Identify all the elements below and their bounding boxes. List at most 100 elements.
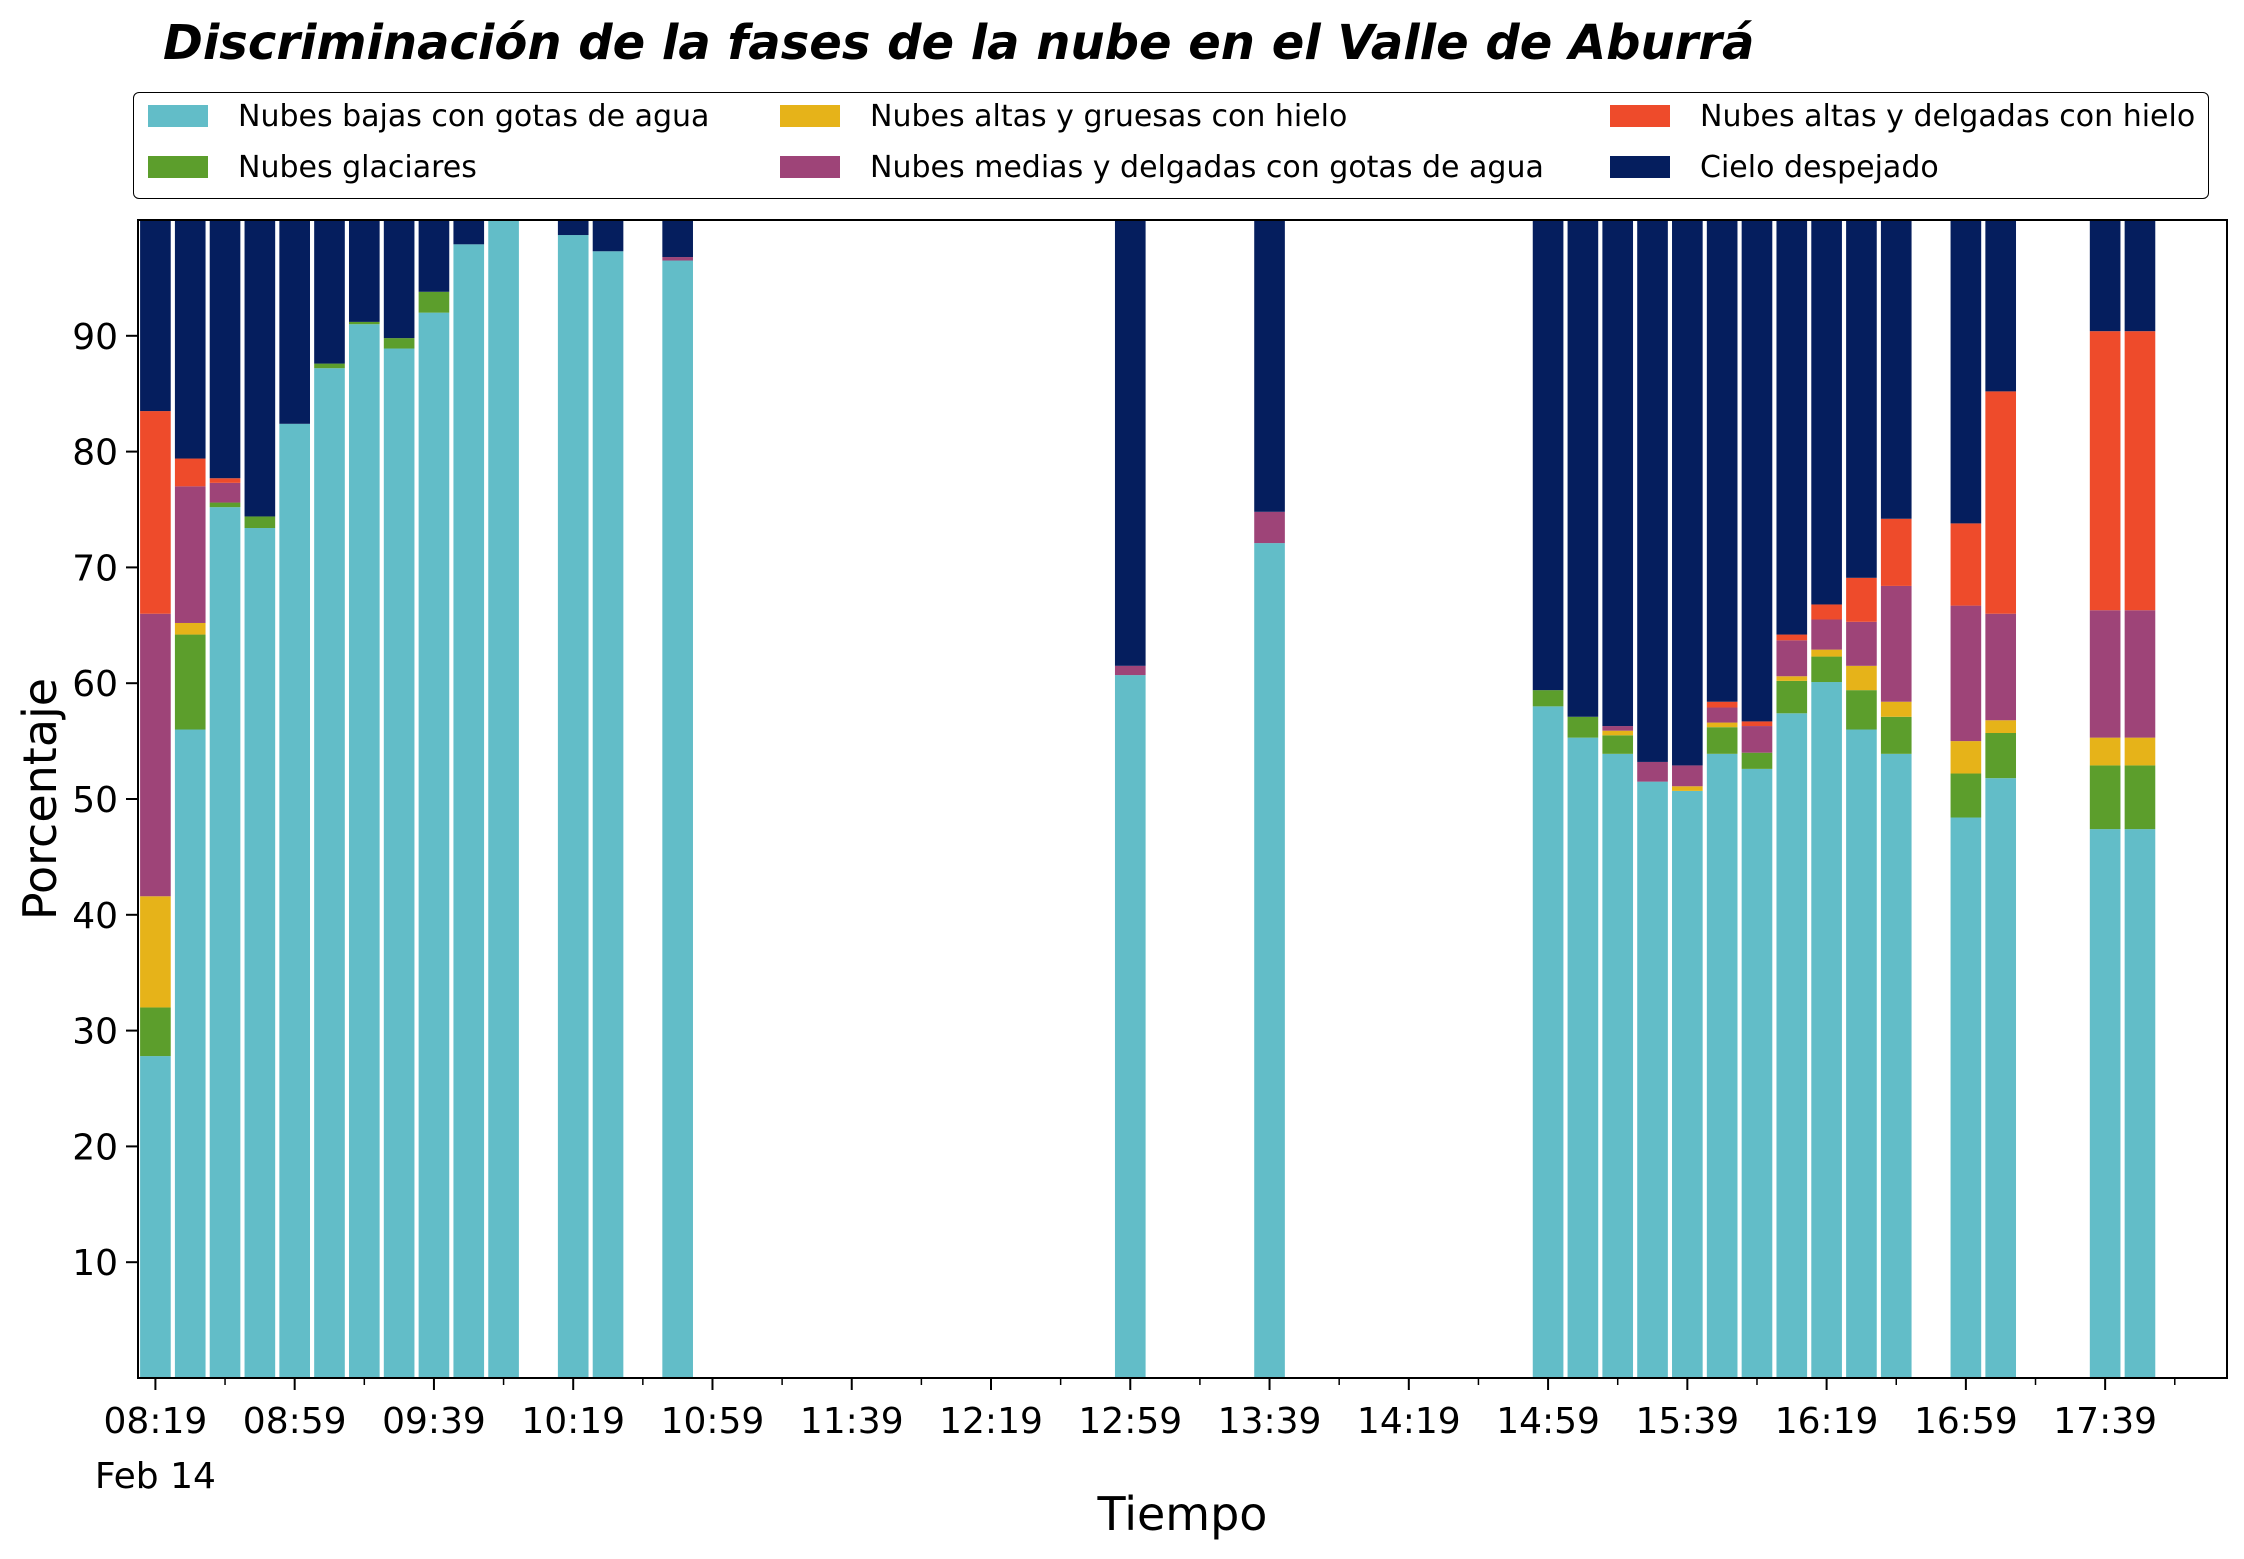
bar-0949-nubes-bajas-con-gotas-de-agua xyxy=(453,244,485,1378)
plot-frame xyxy=(137,219,2228,1379)
bar-0849-nubes-glaciares xyxy=(244,516,276,529)
legend-item-nubes-bajas-con-gotas-de-agua: Nubes bajas con gotas de agua xyxy=(148,98,710,134)
bar-0919-cielo-despejado xyxy=(348,220,380,322)
axes-group: 10 20 30 40 50 60 70 80 90 08:19 08:59 09:39 10:19 10… xyxy=(72,219,2228,1442)
bar-1639-nubes-glaciares xyxy=(1880,716,1912,754)
bar-1749-nubes-altas-y-gruesas-con-hielo xyxy=(2124,737,2156,766)
legend-label: Nubes altas y delgadas con hielo xyxy=(1700,98,2196,134)
bar-1639-nubes-altas-y-delgadas-con-hielo xyxy=(1880,518,1912,586)
bar-1629-nubes-bajas-con-gotas-de-agua xyxy=(1846,729,1877,1378)
bar-1339-nubes-bajas-con-gotas-de-agua xyxy=(1254,543,1285,1378)
x-tick-label: 12:59 xyxy=(1078,1401,1182,1442)
bar-1509-cielo-despejado xyxy=(1567,220,1599,717)
bar-1549-nubes-altas-y-gruesas-con-hielo xyxy=(1706,722,1738,728)
x-date-label: Feb 14 xyxy=(95,1456,216,1497)
bar-0829-nubes-altas-y-delgadas-con-hielo xyxy=(174,458,206,487)
bar-1559-nubes-medias-y-delgadas-con-gotas-de-agua xyxy=(1741,726,1773,753)
bar-1529-cielo-despejado xyxy=(1637,220,1668,762)
bar-1529-nubes-bajas-con-gotas-de-agua xyxy=(1637,781,1668,1378)
x-tick-label: 09:39 xyxy=(382,1401,486,1442)
bar-0849-nubes-bajas-con-gotas-de-agua xyxy=(244,528,276,1378)
bar-1659-nubes-medias-y-delgadas-con-gotas-de-agua xyxy=(1950,605,1982,742)
bar-0859-cielo-despejado xyxy=(279,220,310,424)
bar-0959-nubes-bajas-con-gotas-de-agua xyxy=(488,220,519,1378)
legend-item-nubes-altas-y-gruesas-con-hielo: Nubes altas y gruesas con hielo xyxy=(780,98,1348,134)
bar-1739-nubes-altas-y-delgadas-con-hielo xyxy=(2089,331,2121,611)
bar-1609-nubes-glaciares xyxy=(1776,680,1808,714)
bar-1559-nubes-bajas-con-gotas-de-agua xyxy=(1741,768,1773,1378)
bar-1019-nubes-bajas-con-gotas-de-agua xyxy=(557,235,589,1378)
bar-0939-cielo-despejado xyxy=(418,220,450,292)
bar-1659-nubes-altas-y-gruesas-con-hielo xyxy=(1950,741,1982,774)
bar-1049-nubes-medias-y-delgadas-con-gotas-de-agua xyxy=(662,257,693,261)
bar-1629-nubes-altas-y-delgadas-con-hielo xyxy=(1846,577,1877,622)
legend-label: Nubes altas y gruesas con hielo xyxy=(870,98,1348,134)
bar-1749-nubes-glaciares xyxy=(2124,765,2156,830)
bar-1709-nubes-medias-y-delgadas-con-gotas-de-agua xyxy=(1985,613,2017,721)
bar-1739-nubes-bajas-con-gotas-de-agua xyxy=(2089,829,2121,1378)
bar-1709-cielo-despejado xyxy=(1985,220,2017,392)
bar-1019-cielo-despejado xyxy=(557,220,589,236)
legend-item-nubes-altas-y-delgadas-con-hielo: Nubes altas y delgadas con hielo xyxy=(1610,98,2196,134)
x-tick-label: 13:39 xyxy=(1218,1401,1322,1442)
legend-label: Nubes bajas con gotas de agua xyxy=(238,98,710,134)
bar-1659-nubes-bajas-con-gotas-de-agua xyxy=(1950,817,1982,1378)
x-tick-label: 08:59 xyxy=(243,1401,347,1442)
bar-1739-nubes-glaciares xyxy=(2089,765,2121,830)
bar-0819-nubes-altas-y-gruesas-con-hielo xyxy=(140,896,171,1008)
bar-0839-nubes-glaciares xyxy=(209,502,241,508)
bar-0839-nubes-altas-y-delgadas-con-hielo xyxy=(209,478,241,483)
legend-swatch xyxy=(780,156,840,178)
bar-0819-nubes-bajas-con-gotas-de-agua xyxy=(140,1056,171,1378)
bar-1259-cielo-despejado xyxy=(1114,220,1146,666)
x-tick-label: 14:59 xyxy=(1496,1401,1600,1442)
x-axis-title: Tiempo xyxy=(1097,1487,1268,1541)
bar-1639-nubes-medias-y-delgadas-con-gotas-de-agua xyxy=(1880,585,1912,702)
bar-0839-nubes-medias-y-delgadas-con-gotas-de-agua xyxy=(209,482,241,503)
bar-1549-nubes-altas-y-delgadas-con-hielo xyxy=(1706,701,1738,708)
legend-swatch xyxy=(148,105,208,127)
bar-0909-nubes-glaciares xyxy=(314,363,345,369)
y-tick-label: 10 xyxy=(72,1243,118,1284)
bar-1639-nubes-bajas-con-gotas-de-agua xyxy=(1880,753,1912,1378)
bar-0919-nubes-bajas-con-gotas-de-agua xyxy=(348,324,380,1379)
bar-1629-cielo-despejado xyxy=(1846,220,1877,578)
bar-1559-nubes-glaciares xyxy=(1741,752,1773,769)
bar-1619-nubes-medias-y-delgadas-con-gotas-de-agua xyxy=(1811,619,1842,650)
bar-1559-cielo-despejado xyxy=(1741,220,1773,722)
bar-0839-nubes-bajas-con-gotas-de-agua xyxy=(209,507,241,1378)
bar-0829-nubes-medias-y-delgadas-con-gotas-de-agua xyxy=(174,486,206,623)
bar-1539-nubes-bajas-con-gotas-de-agua xyxy=(1672,790,1703,1378)
bar-1539-nubes-medias-y-delgadas-con-gotas-de-agua xyxy=(1672,765,1703,787)
bar-1749-cielo-despejado xyxy=(2124,220,2156,332)
legend-swatch xyxy=(148,156,208,178)
legend-label: Nubes glaciares xyxy=(238,149,477,185)
bar-1609-nubes-bajas-con-gotas-de-agua xyxy=(1776,713,1808,1378)
bar-1619-nubes-glaciares xyxy=(1811,656,1842,683)
y-tick-label: 70 xyxy=(72,548,118,589)
bar-1629-nubes-altas-y-gruesas-con-hielo xyxy=(1846,665,1877,691)
x-tick-label: 12:19 xyxy=(939,1401,1043,1442)
bar-1029-nubes-bajas-con-gotas-de-agua xyxy=(592,251,624,1378)
bar-0859-nubes-bajas-con-gotas-de-agua xyxy=(279,423,310,1378)
bar-0919-nubes-glaciares xyxy=(348,321,380,325)
bar-1609-nubes-altas-y-gruesas-con-hielo xyxy=(1776,676,1808,681)
x-tick-label: 14:19 xyxy=(1357,1401,1461,1442)
bar-0849-cielo-despejado xyxy=(244,220,276,517)
bar-1739-nubes-altas-y-gruesas-con-hielo xyxy=(2089,737,2121,766)
bar-1549-cielo-despejado xyxy=(1706,220,1738,702)
y-tick-label: 90 xyxy=(72,317,118,358)
bar-0819-nubes-glaciares xyxy=(140,1007,171,1057)
bar-1459-nubes-bajas-con-gotas-de-agua xyxy=(1532,706,1564,1378)
bar-1739-cielo-despejado xyxy=(2089,220,2121,332)
y-axis-title: Porcentaje xyxy=(13,678,67,920)
bar-1619-nubes-altas-y-delgadas-con-hielo xyxy=(1811,604,1842,620)
bar-0939-nubes-glaciares xyxy=(418,291,450,313)
legend-item-nubes-medias-y-delgadas-con-gotas-de-agua: Nubes medias y delgadas con gotas de agu… xyxy=(780,150,1544,185)
bar-1659-nubes-glaciares xyxy=(1950,773,1982,818)
legend-item-cielo-despejado: Cielo despejado xyxy=(1610,150,1939,185)
bar-1629-nubes-glaciares xyxy=(1846,690,1877,730)
y-tick-label: 60 xyxy=(72,664,118,705)
bar-1539-nubes-altas-y-gruesas-con-hielo xyxy=(1672,786,1703,791)
bar-1339-cielo-despejado xyxy=(1254,220,1285,512)
